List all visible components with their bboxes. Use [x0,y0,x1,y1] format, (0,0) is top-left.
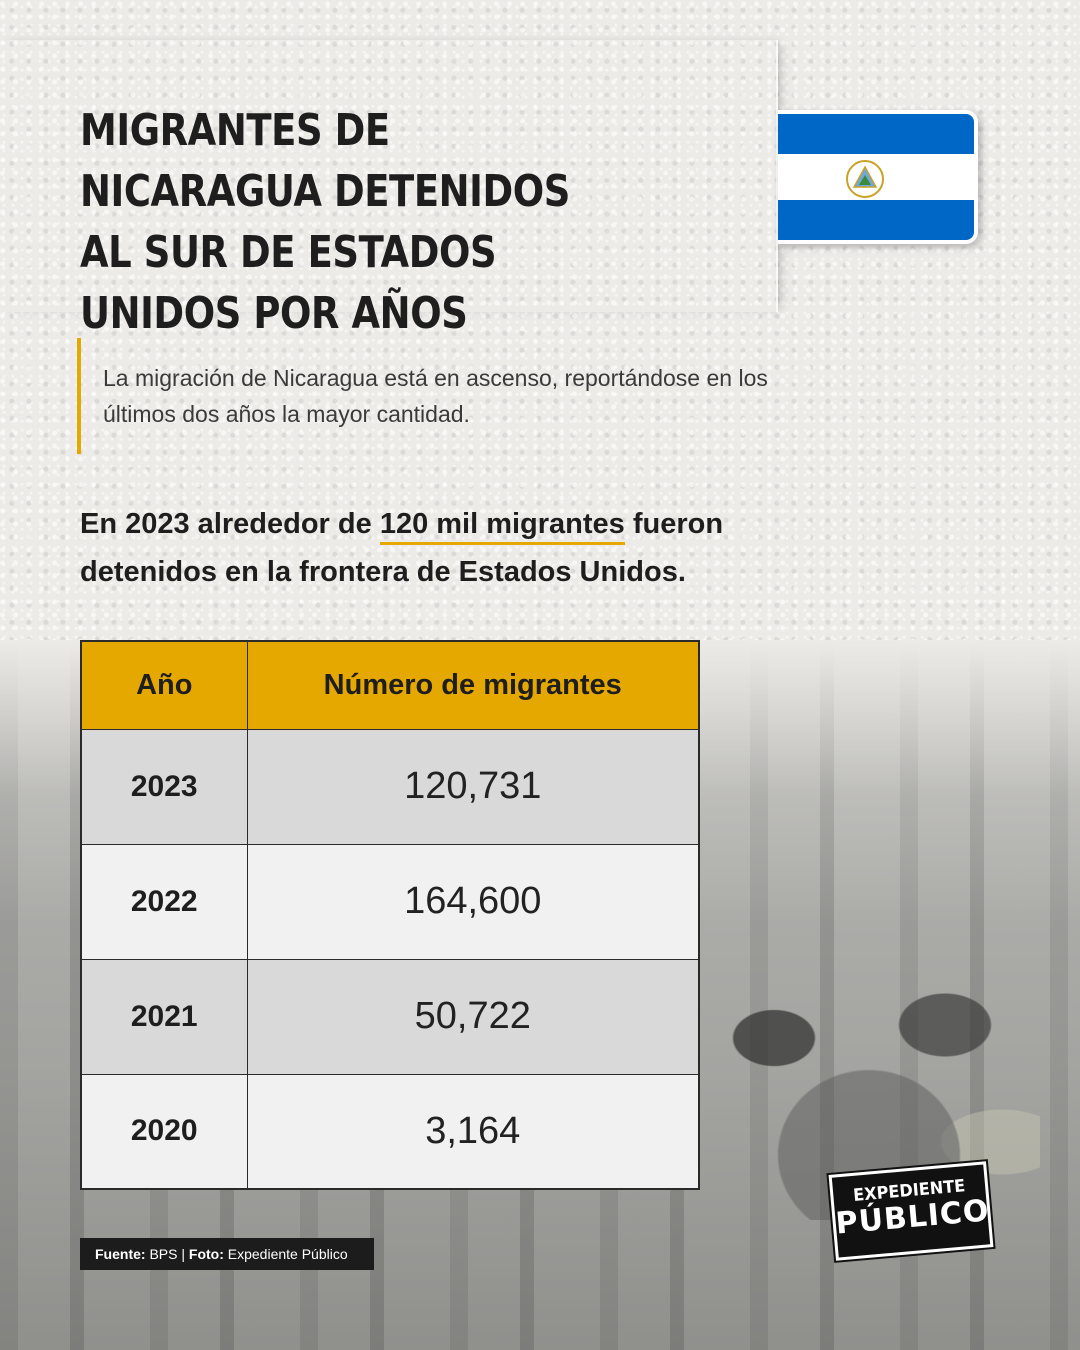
source-fuente: BPS [149,1246,178,1262]
row-year: 2022 [80,843,248,960]
source-foto: Expediente Público [227,1246,348,1262]
row-year: 2020 [80,1073,248,1190]
row-value: 120,731 [246,728,700,845]
table-row: 2021 50,722 [80,958,700,1075]
header-migrants: Número de migrantes [246,640,700,730]
table-row: 2020 3,164 [80,1073,700,1190]
row-year: 2021 [80,958,248,1075]
source-credit: Fuente: BPS | Foto: Expediente Público [80,1238,374,1270]
nicaragua-flag-icon [778,110,978,244]
row-value: 3,164 [246,1073,700,1190]
migrants-table: Año Número de migrantes 2023 120,731 202… [80,640,700,1190]
source-separator: | [181,1246,185,1262]
highlight-sentence: En 2023 alrededor de 120 mil migrantes f… [80,500,800,596]
expediente-publico-logo: EXPEDIENTE PÚBLICO [828,1161,994,1261]
nicaragua-coat-of-arms-icon [846,160,884,198]
header-year: Año [80,640,248,730]
page-title: MIGRANTES DE NICARAGUA DETENIDOS AL SUR … [80,105,570,339]
source-foto-label: Foto: [188,1246,224,1262]
table-header-row: Año Número de migrantes [80,640,700,730]
highlight-emphasis: 120 mil migrantes [379,508,625,545]
table-row: 2022 164,600 [80,843,700,960]
intro-text: La migración de Nicaragua está en ascens… [103,365,768,427]
title-panel [0,40,778,312]
row-value: 50,722 [246,958,700,1075]
row-value: 164,600 [246,843,700,960]
highlight-after: fueron detenidos en la frontera de Estad… [80,508,724,588]
table-row: 2023 120,731 [80,728,700,845]
intro-accent-bar [77,338,81,454]
row-year: 2023 [80,728,248,845]
source-fuente-label: Fuente: [95,1246,146,1262]
highlight-before: En 2023 alrededor de [80,508,380,540]
